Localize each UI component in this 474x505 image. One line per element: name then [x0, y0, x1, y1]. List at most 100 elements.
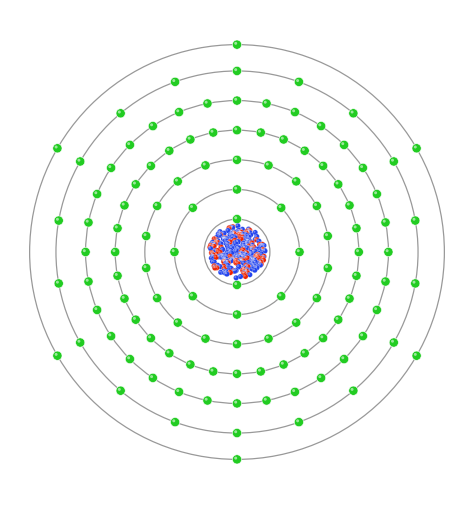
Circle shape: [260, 242, 265, 247]
Circle shape: [258, 260, 264, 265]
Circle shape: [113, 224, 122, 233]
Circle shape: [255, 252, 260, 258]
Circle shape: [210, 257, 211, 259]
Circle shape: [374, 192, 377, 195]
Circle shape: [214, 238, 220, 243]
Circle shape: [150, 124, 153, 127]
Circle shape: [225, 266, 230, 271]
Circle shape: [77, 340, 81, 343]
Circle shape: [214, 252, 219, 258]
Circle shape: [246, 227, 251, 232]
Circle shape: [232, 310, 242, 320]
Circle shape: [245, 269, 247, 271]
Circle shape: [94, 308, 97, 311]
Circle shape: [360, 166, 363, 169]
Circle shape: [215, 236, 217, 238]
Circle shape: [258, 244, 264, 249]
Circle shape: [76, 338, 85, 347]
Circle shape: [133, 317, 136, 320]
Circle shape: [257, 242, 262, 248]
Circle shape: [116, 386, 125, 395]
Circle shape: [235, 252, 240, 259]
Circle shape: [234, 401, 237, 404]
Circle shape: [250, 259, 255, 265]
Circle shape: [225, 242, 227, 244]
Circle shape: [261, 248, 263, 250]
Circle shape: [253, 250, 255, 252]
Circle shape: [412, 281, 416, 284]
Circle shape: [226, 267, 228, 269]
Circle shape: [258, 369, 261, 372]
Circle shape: [259, 263, 262, 265]
Circle shape: [246, 230, 247, 232]
Circle shape: [320, 164, 323, 167]
Circle shape: [131, 316, 140, 325]
Circle shape: [235, 255, 237, 257]
Circle shape: [165, 147, 174, 156]
Circle shape: [231, 244, 237, 250]
Circle shape: [256, 262, 262, 267]
Circle shape: [212, 241, 218, 246]
Circle shape: [209, 256, 214, 261]
Circle shape: [203, 396, 212, 406]
Circle shape: [166, 148, 170, 152]
Circle shape: [94, 192, 97, 195]
Circle shape: [230, 235, 233, 237]
Circle shape: [314, 296, 317, 298]
Circle shape: [351, 388, 354, 391]
Circle shape: [188, 204, 197, 213]
Circle shape: [229, 234, 235, 239]
Circle shape: [247, 228, 253, 233]
Circle shape: [249, 258, 255, 263]
Circle shape: [56, 218, 59, 221]
Circle shape: [259, 252, 264, 258]
Circle shape: [247, 240, 253, 245]
Circle shape: [127, 357, 130, 360]
Circle shape: [232, 126, 242, 135]
Circle shape: [232, 240, 238, 246]
Circle shape: [241, 267, 246, 273]
Circle shape: [245, 240, 250, 245]
Circle shape: [190, 294, 193, 297]
Circle shape: [248, 231, 250, 233]
Circle shape: [245, 269, 247, 271]
Circle shape: [241, 232, 246, 238]
Circle shape: [238, 231, 240, 233]
Circle shape: [218, 270, 223, 275]
Circle shape: [244, 272, 246, 274]
Circle shape: [228, 250, 234, 257]
Circle shape: [190, 206, 193, 209]
Circle shape: [250, 247, 252, 249]
Circle shape: [246, 239, 248, 241]
Circle shape: [225, 241, 231, 247]
Circle shape: [142, 264, 151, 273]
Circle shape: [410, 279, 420, 288]
Circle shape: [234, 261, 237, 264]
Circle shape: [279, 136, 288, 145]
Circle shape: [245, 241, 246, 243]
Circle shape: [230, 258, 232, 260]
Circle shape: [242, 242, 244, 244]
Circle shape: [224, 258, 226, 260]
Circle shape: [215, 263, 220, 269]
Circle shape: [240, 259, 242, 261]
Circle shape: [250, 242, 252, 244]
Circle shape: [253, 265, 255, 267]
Circle shape: [54, 217, 64, 226]
Circle shape: [175, 320, 178, 323]
Circle shape: [230, 226, 235, 231]
Circle shape: [219, 266, 220, 268]
Circle shape: [224, 237, 226, 239]
Circle shape: [255, 267, 257, 269]
Circle shape: [261, 257, 263, 259]
Circle shape: [109, 334, 111, 337]
Circle shape: [292, 110, 295, 113]
Circle shape: [281, 137, 284, 140]
Circle shape: [233, 258, 239, 264]
Circle shape: [223, 260, 225, 262]
Circle shape: [207, 245, 212, 250]
Circle shape: [235, 261, 241, 267]
Circle shape: [242, 252, 248, 258]
Circle shape: [252, 249, 258, 255]
Circle shape: [229, 259, 231, 261]
